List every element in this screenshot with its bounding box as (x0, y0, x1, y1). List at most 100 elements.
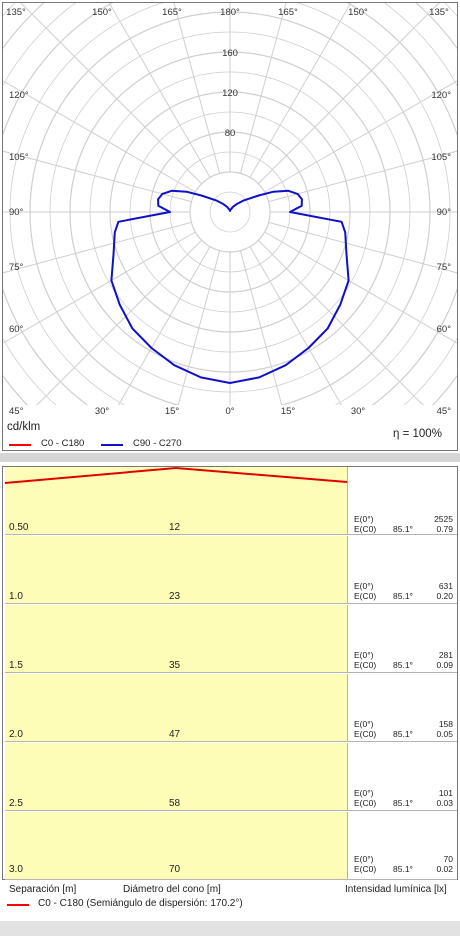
angle-label-bottom: 15° (165, 406, 180, 417)
polar-grid-ray (264, 80, 457, 193)
polar-grid-circle (209, 191, 251, 233)
diameter-value: 35 (169, 660, 181, 671)
angle-label-left: 60° (9, 324, 24, 335)
angle-label-left: 90° (9, 207, 24, 218)
e0-label: E(0°) (354, 581, 374, 591)
angle-value: 85.1° (393, 591, 413, 601)
polar-grid-ray (20, 3, 203, 185)
section-divider (0, 453, 460, 462)
angle-value: 85.1° (393, 798, 413, 808)
xlabel-separation: Separación [m] (9, 884, 77, 895)
angle-value: 85.1° (393, 729, 413, 739)
angle-label-left: 120° (9, 90, 29, 101)
angle-label-top: 165° (278, 7, 298, 18)
angle-label-left: 45° (9, 406, 24, 417)
e0-label: E(0°) (354, 650, 374, 660)
diameter-value: 47 (169, 729, 181, 740)
polar-grid-ray (3, 221, 192, 274)
ec0-label: E(C0) (354, 524, 377, 534)
angle-label-top: 135° (429, 7, 449, 18)
diameter-value: 70 (169, 864, 181, 875)
angle-label-left: 75° (9, 262, 24, 273)
cone-row: 2.0 47 E(0°) E(C0) 85.1° 158 0.05 (3, 674, 457, 743)
radial-tick-label: 120 (222, 88, 238, 99)
illuminance-cell (347, 812, 457, 880)
angle-label-right: 45° (437, 406, 452, 417)
cone-spread-line (4, 466, 348, 484)
polar-grid-ray (36, 239, 203, 405)
illuminance-cell (347, 536, 457, 604)
polar-grid-ray (239, 250, 283, 405)
illuminance-cell (347, 743, 457, 811)
series-curve-c90-c270 (110, 189, 350, 384)
separation-value: 0.50 (9, 522, 29, 533)
polar-grid-ray (117, 246, 211, 405)
cone-row: 1.0 23 E(0°) E(C0) 85.1° 631 0.20 (3, 536, 457, 605)
legend-swatch-c0 (9, 444, 31, 446)
ec0-value: 0.09 (436, 660, 453, 670)
polar-diagram-panel: 135° 150° 165° 180° 165° 150° 135° 120° 105° 90° 7… (2, 2, 458, 451)
cone-row: 2.5 58 E(0°) E(C0) 85.1° 101 0.03 (3, 743, 457, 812)
e0-label: E(0°) (354, 788, 374, 798)
ec0-value: 0.02 (436, 864, 453, 874)
polar-grid-ray (264, 231, 457, 344)
efficiency-label: η = 100% (393, 428, 442, 440)
cone-legend: C0 - C180 (Semiángulo de dispersión: 170… (38, 898, 243, 909)
illuminance-cell (347, 674, 457, 742)
polar-grid-ray (3, 80, 196, 193)
separation-value: 2.5 (9, 798, 23, 809)
angle-label-right: 75° (437, 262, 452, 273)
angle-label-top: 150° (348, 7, 368, 18)
e0-value: 281 (438, 650, 453, 660)
radial-tick-label: 80 (225, 128, 236, 139)
separation-value: 2.0 (9, 729, 23, 740)
e0-label: E(0°) (354, 514, 374, 524)
separation-value: 3.0 (9, 864, 23, 875)
e0-value: 2525 (434, 514, 453, 524)
unit-label: cd/klm (7, 421, 41, 433)
bottom-strip (0, 921, 460, 936)
cone-row: 3.0 70 E(0°) E(C0) 85.1° 70 0.02 (3, 812, 457, 881)
e0-label: E(0°) (354, 854, 374, 864)
polar-grid-ray (173, 3, 221, 174)
ec0-label: E(C0) (354, 591, 377, 601)
angle-value: 85.1° (393, 864, 413, 874)
ec0-value: 0.03 (436, 798, 453, 808)
cone-fill (5, 605, 347, 673)
angle-label-top: 180° (220, 7, 240, 18)
ec0-label: E(C0) (354, 729, 377, 739)
cone-row: 1.5 35 E(0°) E(C0) 85.1° 281 0.09 (3, 605, 457, 674)
angle-value: 85.1° (393, 524, 413, 534)
polar-grid-ray (239, 3, 287, 174)
diameter-value: 23 (169, 591, 181, 602)
cone-fill (5, 743, 347, 811)
polar-grid-ray (249, 246, 343, 405)
angle-label-top: 165° (162, 7, 182, 18)
radial-tick-label: 160 (222, 48, 238, 59)
polar-grid-ray (249, 3, 352, 178)
angle-label-bottom: 0° (225, 406, 234, 417)
angle-value: 85.1° (393, 660, 413, 670)
angle-label-top: 135° (6, 7, 26, 18)
xlabel-intensity: Intensidad lumínica [lx] (345, 884, 447, 895)
cone-fill (5, 674, 347, 742)
angle-label-right: 120° (431, 90, 451, 101)
angle-label-bottom: 30° (351, 406, 366, 417)
polar-grid (3, 3, 457, 405)
polar-grid-ray (3, 231, 196, 344)
polar-grid-ray (268, 221, 457, 274)
cone-profile (4, 466, 348, 484)
angle-label-bottom: 15° (281, 406, 296, 417)
ec0-value: 0.05 (436, 729, 453, 739)
ec0-label: E(C0) (354, 798, 377, 808)
polar-grid-ray (3, 150, 192, 203)
legend-swatch-c90 (101, 444, 123, 446)
separation-value: 1.5 (9, 660, 23, 671)
cone-diagram-panel: 0.50 12 E(0°) E(C0) 85.1° 2525 0.79 1.0 … (2, 466, 458, 880)
xlabel-diameter: Diámetro del cono [m] (123, 884, 221, 895)
angle-label-top: 150° (92, 7, 112, 18)
polar-grid-ray (257, 239, 424, 405)
polar-grid-ray (257, 3, 440, 185)
angle-label-bottom: 30° (95, 406, 110, 417)
polar-grid-ray (268, 150, 457, 203)
